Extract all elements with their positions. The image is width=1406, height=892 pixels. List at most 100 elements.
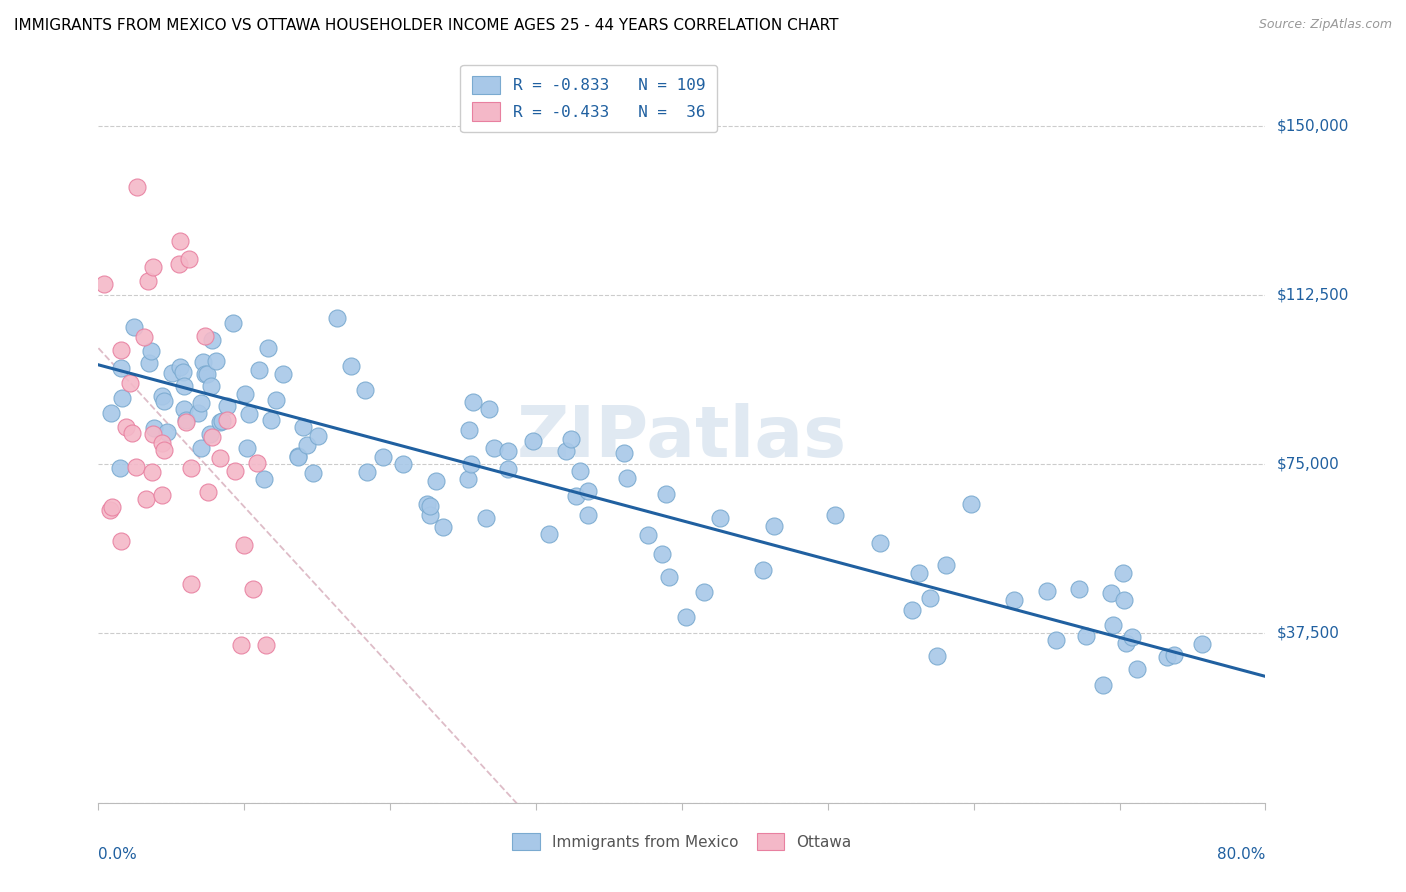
Point (457, 423, 479, 437)
Point (287, 449, 309, 463)
Point (616, 471, 638, 485)
Point (127, 179, 149, 194)
Point (522, 434, 544, 449)
Point (291, 420, 314, 434)
Point (901, 603, 924, 617)
Point (122, 320, 145, 334)
Text: $112,500: $112,500 (1277, 287, 1348, 302)
Point (152, 442, 174, 457)
Point (121, 426, 143, 441)
Point (1092, 678, 1115, 692)
Point (613, 446, 636, 460)
Point (236, 441, 259, 455)
Point (651, 547, 673, 561)
Point (1102, 617, 1125, 632)
Point (110, 343, 132, 358)
Point (141, 466, 163, 480)
Point (654, 487, 676, 501)
Point (224, 464, 246, 478)
Point (195, 367, 218, 381)
Point (264, 393, 287, 408)
Point (392, 457, 415, 471)
Point (246, 456, 269, 470)
Text: ZIPatlas: ZIPatlas (517, 402, 846, 472)
Point (110, 361, 132, 376)
Point (200, 379, 222, 393)
Point (197, 484, 219, 499)
Point (1036, 583, 1059, 598)
Point (173, 401, 195, 416)
Point (920, 591, 942, 606)
Point (325, 311, 347, 326)
Point (908, 566, 931, 581)
Point (935, 558, 957, 572)
Point (457, 472, 479, 486)
Point (1101, 585, 1123, 599)
Text: 0.0%: 0.0% (98, 847, 138, 862)
Point (233, 387, 256, 401)
Point (260, 413, 283, 427)
Point (1112, 592, 1135, 607)
Point (254, 638, 277, 652)
Point (173, 379, 195, 393)
Point (115, 419, 138, 434)
Point (301, 466, 323, 480)
Point (190, 396, 212, 410)
Point (555, 444, 578, 458)
Point (565, 489, 588, 503)
Point (560, 432, 582, 446)
Point (174, 413, 197, 427)
Point (307, 429, 329, 443)
Point (238, 407, 260, 421)
Point (416, 497, 439, 511)
Point (100, 406, 122, 420)
Point (143, 420, 166, 434)
Point (201, 333, 224, 347)
Point (1069, 582, 1091, 596)
Point (233, 538, 256, 552)
Point (191, 355, 214, 369)
Point (419, 499, 441, 513)
Point (484, 441, 506, 455)
Legend: Immigrants from Mexico, Ottawa: Immigrants from Mexico, Ottawa (502, 822, 862, 861)
Text: IMMIGRANTS FROM MEXICO VS OTTAWA HOUSEHOLDER INCOME AGES 25 - 44 YEARS CORRELATI: IMMIGRANTS FROM MEXICO VS OTTAWA HOUSEHO… (14, 18, 838, 33)
Text: $150,000: $150,000 (1277, 118, 1348, 133)
Point (194, 367, 217, 381)
Point (180, 460, 202, 475)
Point (1121, 631, 1143, 645)
Point (150, 488, 173, 502)
Point (93, 277, 115, 291)
Point (150, 435, 173, 450)
Point (425, 474, 447, 488)
Point (142, 260, 165, 274)
Text: $75,000: $75,000 (1277, 457, 1340, 472)
Point (180, 577, 202, 591)
Point (108, 460, 131, 475)
Point (247, 363, 270, 377)
Point (169, 360, 191, 375)
Point (135, 491, 157, 506)
Text: 80.0%: 80.0% (1218, 847, 1265, 862)
Point (253, 472, 276, 486)
Text: Source: ZipAtlas.com: Source: ZipAtlas.com (1258, 18, 1392, 31)
Point (187, 406, 209, 420)
Point (215, 400, 238, 414)
Point (709, 511, 731, 525)
Point (637, 528, 659, 542)
Point (120, 376, 142, 390)
Point (340, 359, 363, 373)
Point (231, 638, 253, 652)
Point (132, 330, 155, 344)
Point (1156, 650, 1178, 665)
Point (475, 510, 498, 524)
Point (824, 508, 846, 523)
Point (371, 450, 394, 464)
Point (1074, 629, 1097, 643)
Point (1045, 632, 1067, 647)
Point (200, 430, 222, 444)
Point (496, 461, 519, 475)
Point (762, 519, 785, 533)
Point (152, 389, 174, 403)
Point (419, 508, 441, 522)
Point (242, 582, 264, 596)
